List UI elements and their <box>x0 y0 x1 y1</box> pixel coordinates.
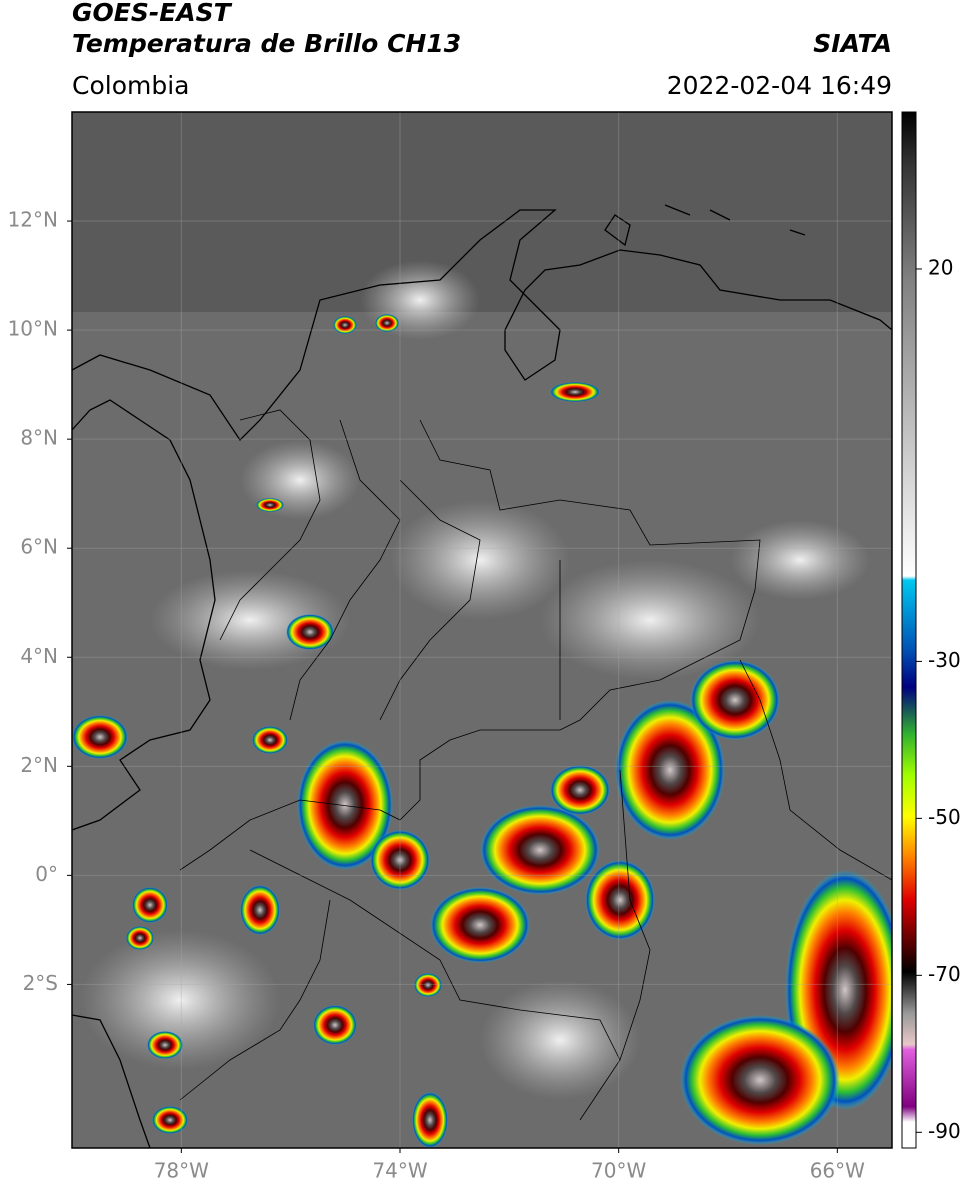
colorbar-label: 20 <box>928 255 953 279</box>
map-frame <box>71 111 893 1149</box>
lon-label: 70°W <box>591 1159 646 1183</box>
coastlines <box>72 204 892 1148</box>
lon-label: 66°W <box>810 1159 865 1183</box>
colorbar-label: -90 <box>928 1119 961 1143</box>
lat-label: 12°N <box>8 208 58 232</box>
lat-label: 6°N <box>20 535 58 559</box>
region: Colombia <box>72 71 189 100</box>
borders <box>179 409 892 1121</box>
colorbar-label: -50 <box>928 805 961 829</box>
satellite-image <box>72 112 892 1148</box>
lat-label: 4°N <box>20 644 58 668</box>
lat-label: 8°N <box>20 426 58 450</box>
lat-label: 2°S <box>23 971 58 995</box>
sea-area <box>72 112 892 312</box>
clouds <box>80 260 870 1100</box>
datetime: 2022-02-04 16:49 <box>667 71 892 100</box>
colorbar <box>901 111 917 1149</box>
colorbar-label: -30 <box>928 648 961 672</box>
storm-cells <box>72 314 892 1148</box>
lat-label: 10°N <box>8 317 58 341</box>
lat-label: 0° <box>35 862 58 886</box>
subtitle: Temperatura de Brillo CH13 <box>72 29 461 58</box>
title: GOES-EAST <box>72 0 233 27</box>
colorbar-label: -70 <box>928 962 961 986</box>
lon-label: 74°W <box>372 1159 427 1183</box>
lat-label: 2°N <box>20 753 58 777</box>
source: SIATA <box>813 29 892 58</box>
grid <box>72 112 892 1148</box>
lon-label: 78°W <box>154 1159 209 1183</box>
